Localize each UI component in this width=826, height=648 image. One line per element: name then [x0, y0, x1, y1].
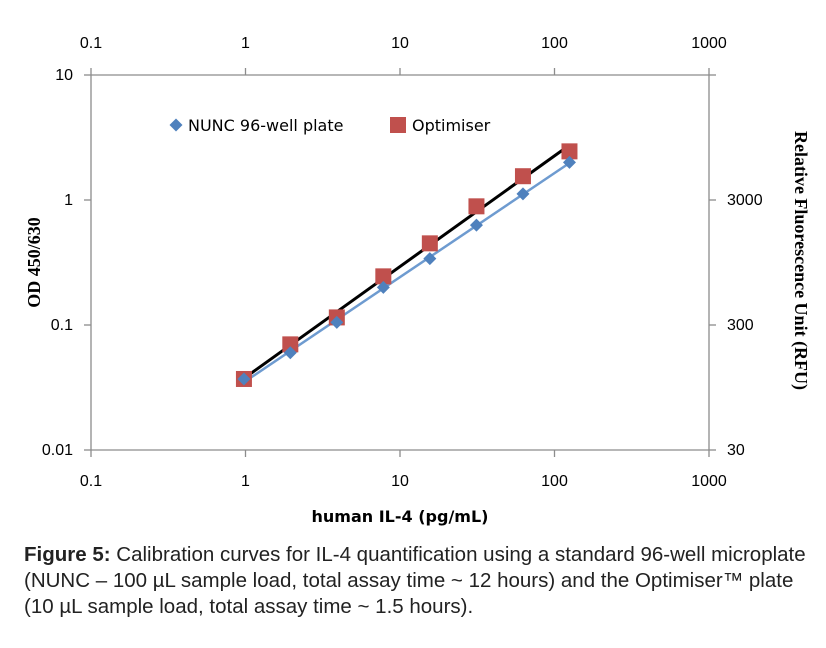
caption-label: Figure 5:	[24, 543, 111, 566]
y-tick-label-left: 0.1	[51, 317, 73, 334]
y2-tick-label: 30	[727, 442, 745, 459]
x-tick-label-bottom: 100	[541, 473, 568, 490]
axis-ticks	[84, 68, 716, 457]
x-tick-label-top: 1000	[691, 35, 727, 52]
optimiser-point	[375, 268, 392, 285]
nunc-point	[562, 155, 576, 169]
x-tick-label-bottom: 10	[391, 473, 409, 490]
y-tick-label-left: 0.01	[42, 442, 73, 459]
series-markers	[235, 143, 578, 387]
nunc-point	[376, 280, 390, 294]
optimiser-point	[561, 143, 578, 160]
x-tick-label-bottom: 0.1	[80, 473, 102, 490]
y2-axis-title: Relative Fluorescence Unit (RFU)	[790, 131, 811, 390]
x-axis-title: human IL-4 (pg/mL)	[312, 507, 489, 526]
x-tick-label-bottom: 1	[241, 473, 250, 490]
tick-labels: 0.1 0.1 1 1 10 10 100 100 1000 1000 0.01 0.1 1 10 30 30…	[42, 35, 763, 490]
caption-text: Calibration curves for IL-4 quantificati…	[24, 543, 806, 618]
nunc-point	[237, 372, 251, 386]
optimiser-point	[421, 235, 438, 252]
optimiser-point	[282, 336, 299, 353]
chart: 0.1 0.1 1 1 10 10 100 100 1000 1000 0.01 0.1 1 10 30 30…	[24, 35, 811, 526]
legend-label-optimiser: Optimiser	[412, 116, 491, 135]
nunc-point	[330, 315, 344, 329]
legend-marker-optimiser	[390, 117, 406, 133]
nunc-point	[283, 346, 297, 360]
nunc-point	[516, 187, 530, 201]
x-tick-label-bottom: 1000	[691, 473, 727, 490]
nunc-point	[469, 218, 483, 232]
y-axis-title: OD 450/630	[24, 217, 44, 308]
x-tick-label-top: 100	[541, 35, 568, 52]
legend-marker-nunc	[169, 118, 183, 132]
y2-tick-label: 300	[727, 317, 754, 334]
x-tick-label-top: 1	[241, 35, 250, 52]
legend: NUNC 96-well plate Optimiser	[169, 116, 491, 135]
x-tick-label-top: 10	[391, 35, 409, 52]
y2-tick-label: 3000	[727, 192, 763, 209]
optimiser-point	[468, 198, 485, 215]
nunc-point	[423, 252, 437, 266]
legend-label-nunc: NUNC 96-well plate	[188, 116, 343, 135]
x-tick-label-top: 0.1	[80, 35, 102, 52]
figure-caption: Figure 5: Calibration curves for IL-4 qu…	[24, 542, 814, 620]
optimiser-point	[514, 168, 531, 185]
y-tick-label-left: 1	[64, 192, 73, 209]
y-tick-label-left: 10	[55, 67, 73, 84]
